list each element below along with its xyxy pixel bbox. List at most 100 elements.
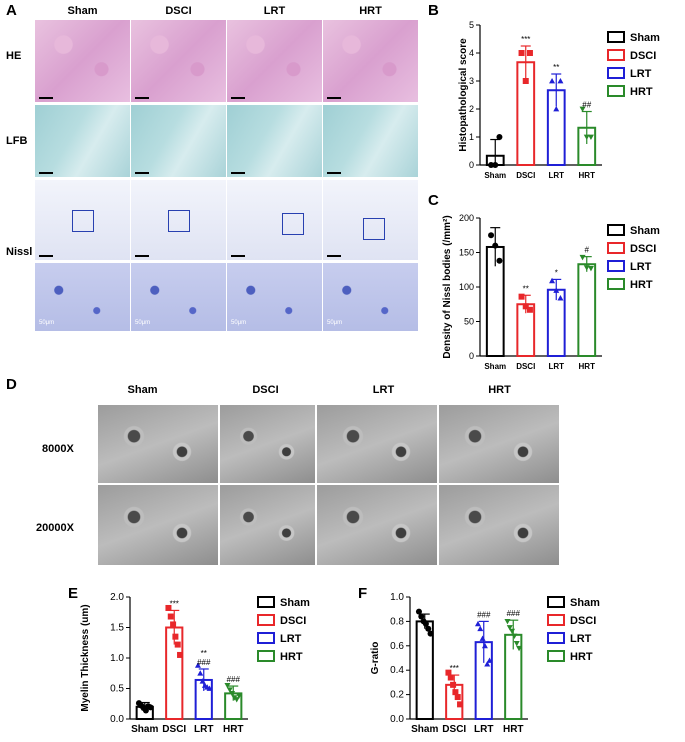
data-point-b-dsci bbox=[526, 50, 533, 56]
legend-label-e: LRT bbox=[280, 633, 302, 645]
y-tick-label-b: 0 bbox=[469, 160, 474, 170]
legend-label-f: LRT bbox=[570, 633, 592, 645]
x-tick-label-c: LRT bbox=[548, 362, 564, 371]
legend-swatch-b bbox=[607, 67, 625, 79]
legend-swatch-b bbox=[607, 49, 625, 61]
em-image-8000x-lrt bbox=[317, 405, 437, 483]
data-point-f-sham bbox=[418, 613, 425, 620]
nissl-zoom-image-sham: 50μm bbox=[35, 263, 130, 331]
data-point-e-sham bbox=[147, 704, 154, 711]
y-tick-label-f: 0.0 bbox=[390, 714, 404, 725]
legend-label-b: Sham bbox=[630, 32, 660, 44]
legend-swatch-f bbox=[547, 632, 565, 644]
legend-label-f: DSCI bbox=[570, 615, 596, 627]
panel-d-row-20000x: 20000X bbox=[36, 522, 74, 534]
y-tick-label-e: 1.0 bbox=[110, 653, 124, 664]
legend-label-c: LRT bbox=[630, 261, 652, 273]
y-tick-label-c: 0 bbox=[469, 351, 474, 361]
data-point-e-hrt bbox=[229, 690, 236, 697]
legend-swatch-f bbox=[547, 650, 565, 662]
legend-label-e: Sham bbox=[280, 597, 310, 609]
data-point-f-lrt bbox=[486, 657, 493, 663]
scale-label: 50μm bbox=[135, 320, 151, 326]
significance-label-f: ### bbox=[477, 610, 491, 619]
panel-a-col-hrt: HRT bbox=[359, 5, 382, 17]
data-point-b-dsci bbox=[518, 50, 525, 56]
legend-swatch-e bbox=[257, 650, 275, 662]
scale-label: 50μm bbox=[231, 320, 247, 326]
x-tick-label-e: DSCI bbox=[162, 724, 186, 735]
x-tick-label-c: Sham bbox=[484, 362, 506, 371]
legend-swatch-b bbox=[607, 31, 625, 43]
data-point-c-dsci bbox=[522, 303, 529, 310]
significance-label-c: # bbox=[585, 246, 590, 255]
data-point-f-hrt bbox=[516, 645, 523, 652]
data-point-f-hrt bbox=[509, 628, 516, 635]
x-tick-label-f: DSCI bbox=[442, 724, 466, 735]
legend-label-e: HRT bbox=[280, 651, 303, 663]
x-tick-label-b: LRT bbox=[548, 171, 564, 180]
panel-a-col-sham: Sham bbox=[67, 5, 98, 17]
legend-swatch-c bbox=[607, 260, 625, 272]
y-tick-label-c: 100 bbox=[459, 282, 474, 292]
legend-swatch-f bbox=[547, 614, 565, 626]
data-point-b-sham bbox=[488, 162, 495, 168]
data-point-f-lrt bbox=[481, 642, 488, 649]
data-point-c-sham bbox=[492, 242, 499, 249]
data-point-f-lrt bbox=[474, 620, 481, 627]
lfb-image-dsci bbox=[131, 105, 226, 177]
y-tick-label-f: 0.2 bbox=[390, 690, 404, 701]
data-point-e-hrt bbox=[226, 687, 233, 693]
panel-a-row-nissl: Nissl bbox=[6, 246, 33, 258]
nissl-image-hrt bbox=[323, 180, 418, 260]
y-tick-label-f: 1.0 bbox=[390, 592, 404, 603]
he-image-lrt bbox=[227, 20, 322, 102]
significance-label-f: ### bbox=[507, 609, 521, 618]
panel-d-col-dsci: DSCI bbox=[252, 384, 279, 396]
y-tick-label-e: 2.0 bbox=[110, 592, 124, 603]
legend-label-e: DSCI bbox=[280, 615, 306, 627]
panel-letter-e: E bbox=[68, 585, 79, 602]
significance-label-f: *** bbox=[450, 664, 459, 673]
data-point-f-dsci bbox=[447, 674, 454, 681]
data-point-e-lrt bbox=[194, 662, 201, 668]
legend-swatch-e bbox=[257, 614, 275, 626]
data-point-c-sham bbox=[488, 232, 495, 239]
data-point-b-hrt bbox=[583, 134, 590, 140]
data-point-f-dsci bbox=[452, 689, 459, 696]
data-point-f-lrt bbox=[479, 635, 486, 641]
panel-a-row-lfb: LFB bbox=[6, 135, 28, 147]
data-point-f-lrt bbox=[484, 661, 491, 667]
y-tick-label-c: 200 bbox=[459, 213, 474, 223]
y-tick-label-f: 0.8 bbox=[390, 616, 404, 627]
data-point-f-hrt bbox=[513, 640, 520, 647]
data-point-b-lrt bbox=[549, 78, 556, 84]
data-point-c-sham bbox=[496, 257, 503, 264]
data-point-f-dsci bbox=[445, 669, 452, 676]
y-tick-label-b: 1 bbox=[469, 132, 474, 142]
data-point-e-dsci bbox=[177, 651, 184, 658]
em-image-20000x-hrt bbox=[439, 485, 559, 565]
data-point-e-dsci bbox=[170, 621, 177, 628]
legend-label-c: HRT bbox=[630, 279, 653, 291]
data-point-c-hrt bbox=[579, 254, 586, 261]
x-tick-label-f: LRT bbox=[474, 724, 493, 735]
data-point-e-dsci bbox=[167, 613, 174, 620]
panel-letter-c: C bbox=[428, 192, 439, 209]
significance-label-e: *** bbox=[170, 599, 179, 608]
data-point-e-lrt bbox=[206, 685, 213, 691]
data-point-f-sham bbox=[425, 625, 432, 632]
data-point-f-sham bbox=[427, 630, 434, 637]
data-point-c-hrt bbox=[587, 265, 594, 272]
y-tick-label-b: 2 bbox=[469, 104, 474, 114]
x-tick-label-f: Sham bbox=[411, 724, 438, 735]
legend-swatch-c bbox=[607, 224, 625, 236]
data-point-b-lrt bbox=[553, 106, 560, 112]
y-axis-label-e: Myelin Thickness (um) bbox=[80, 604, 91, 711]
data-point-b-hrt bbox=[579, 106, 586, 112]
data-point-e-lrt bbox=[197, 670, 204, 676]
x-tick-label-e: HRT bbox=[223, 724, 244, 735]
data-point-f-dsci bbox=[454, 694, 461, 701]
y-axis-label-b: Histopathological score bbox=[458, 38, 469, 152]
